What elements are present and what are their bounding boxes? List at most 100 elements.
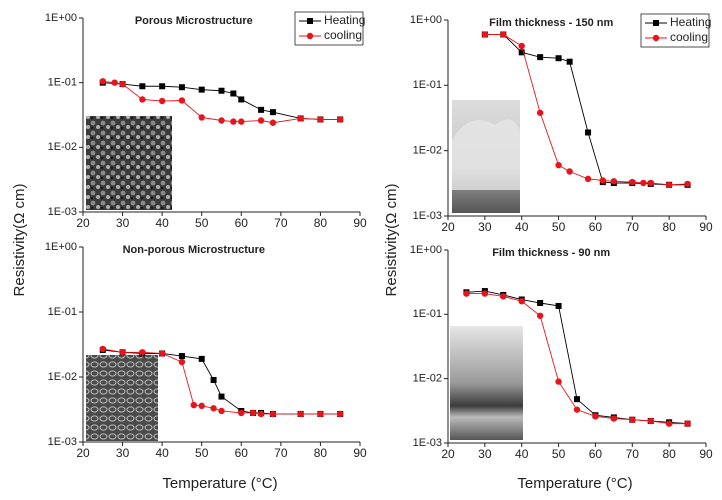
data-point <box>178 97 186 104</box>
y-tick-label: 1E+00 <box>45 241 77 253</box>
x-tick-label: 40 <box>155 446 169 460</box>
data-point <box>500 293 507 300</box>
y-tick-label: 1E-01 <box>48 77 77 89</box>
y-tick-label: 1E+00 <box>410 14 442 26</box>
data-point <box>665 181 673 189</box>
sem-image <box>86 116 172 210</box>
data-point <box>249 409 257 417</box>
data-point <box>139 83 146 90</box>
x-tick-label: 50 <box>195 216 209 230</box>
data-point <box>99 345 106 353</box>
data-point <box>218 117 225 124</box>
data-point <box>555 378 562 385</box>
data-point <box>463 290 470 297</box>
data-point <box>555 161 562 169</box>
y-axis-label: Resistivity(Ω cm) <box>383 184 400 297</box>
data-point <box>592 413 599 420</box>
data-point <box>119 349 126 356</box>
x-tick-label: 80 <box>662 220 676 234</box>
x-tick-label: 70 <box>626 447 640 461</box>
data-point <box>269 109 276 116</box>
data-point <box>610 415 618 422</box>
x-tick-label: 50 <box>552 220 566 234</box>
data-point <box>640 179 647 187</box>
x-tick-label: 90 <box>353 216 367 230</box>
x-tick-label: 80 <box>662 447 676 461</box>
y-tick-label: 1E-02 <box>413 145 442 157</box>
y-tick-label: 1E+00 <box>45 12 77 24</box>
y-tick-label: 1E-03 <box>48 436 77 448</box>
data-point <box>500 31 507 38</box>
data-point <box>158 350 166 357</box>
data-point <box>198 86 205 93</box>
data-point <box>178 84 185 91</box>
data-point <box>518 42 525 50</box>
data-point <box>536 109 544 116</box>
data-point <box>555 302 562 309</box>
data-point <box>111 79 118 86</box>
data-point <box>337 410 344 418</box>
data-point <box>317 410 324 418</box>
data-point <box>119 80 126 88</box>
x-tick-label: 60 <box>589 220 603 234</box>
data-point <box>230 118 237 125</box>
legend-marker <box>307 18 313 24</box>
data-point <box>190 401 197 409</box>
data-point <box>198 355 205 362</box>
x-tick-label: 50 <box>552 447 566 461</box>
y-tick-label: 1E-02 <box>48 141 77 153</box>
data-point <box>238 96 245 103</box>
x-tick-label: 20 <box>76 216 90 230</box>
legend-label: Heating <box>324 13 365 27</box>
data-point <box>230 90 237 97</box>
data-point <box>297 115 304 122</box>
x-tick-label: 70 <box>274 446 288 460</box>
data-point <box>257 410 265 418</box>
x-tick-label: 30 <box>478 220 492 234</box>
data-point <box>536 312 544 319</box>
data-point <box>297 410 304 418</box>
x-tick-label: 40 <box>515 447 529 461</box>
legend-box <box>640 13 710 48</box>
x-tick-label: 60 <box>235 446 249 460</box>
sem-image <box>450 326 523 440</box>
sem-image <box>86 355 158 441</box>
data-point <box>629 416 636 423</box>
data-point <box>99 78 106 85</box>
x-tick-label: 20 <box>441 220 455 234</box>
data-point <box>139 96 146 103</box>
data-point <box>258 106 265 113</box>
data-point <box>647 179 654 187</box>
x-tick-label: 30 <box>116 216 130 230</box>
data-point <box>518 49 525 56</box>
y-tick-label: 1E-01 <box>413 79 442 91</box>
x-tick-label: 40 <box>155 216 169 230</box>
series-line <box>102 82 341 120</box>
x-tick-label: 70 <box>274 216 288 230</box>
legend-marker <box>652 34 660 42</box>
data-point <box>257 117 265 124</box>
data-point <box>647 417 654 425</box>
x-tick-label: 60 <box>235 216 249 230</box>
x-tick-label: 60 <box>589 447 603 461</box>
data-point <box>198 402 205 410</box>
y-axis-label: Resistivity(Ω cm) <box>11 184 28 297</box>
data-point <box>218 407 225 415</box>
x-tick-label: 80 <box>314 216 328 230</box>
panel-title: Porous Microstructure <box>135 15 253 27</box>
data-point <box>159 83 166 90</box>
x-tick-label: 90 <box>699 220 713 234</box>
data-point <box>555 55 562 62</box>
legend-box <box>294 11 364 46</box>
y-tick-label: 1E-03 <box>48 206 77 218</box>
y-tick-label: 1E-02 <box>413 373 442 385</box>
x-tick-label: 90 <box>699 447 713 461</box>
data-point <box>566 168 573 175</box>
panel-title: Film thickness - 150 nm <box>489 17 613 29</box>
data-point <box>238 118 245 125</box>
data-point <box>210 405 217 412</box>
x-axis-label: Temperature (°C) <box>517 475 632 492</box>
data-point <box>139 349 146 356</box>
y-tick-label: 1E+00 <box>410 244 442 256</box>
